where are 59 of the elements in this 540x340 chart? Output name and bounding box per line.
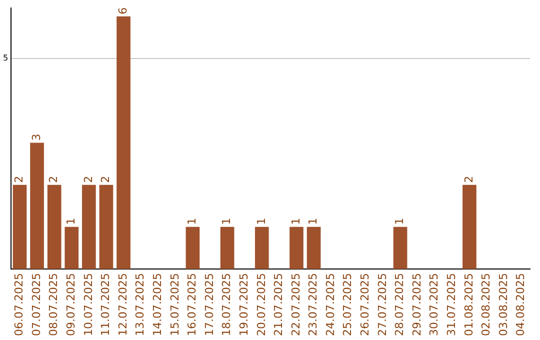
data-label: 1 xyxy=(393,218,406,225)
x-tick-label: 11.07.2025 xyxy=(99,273,112,336)
x-tick-label: 22.07.2025 xyxy=(289,273,302,336)
data-label: 1 xyxy=(306,218,320,225)
x-tick-label: 24.07.2025 xyxy=(324,273,337,336)
y-tick-label: 5 xyxy=(2,54,8,63)
data-label: 1 xyxy=(254,218,268,225)
x-tick-label: 14.07.2025 xyxy=(150,273,164,336)
data-label: 1 xyxy=(64,218,78,225)
data-label: 2 xyxy=(12,176,26,183)
x-tick-label: 27.07.2025 xyxy=(376,273,389,336)
bar xyxy=(82,184,96,270)
x-tick-label: 30.07.2025 xyxy=(428,273,441,336)
bar xyxy=(116,16,130,270)
bar xyxy=(393,226,408,270)
bar xyxy=(30,142,44,270)
x-tick-label: 13.07.2025 xyxy=(134,273,147,336)
data-label: 1 xyxy=(289,218,302,225)
x-tick-label: 18.07.2025 xyxy=(220,273,234,336)
bar xyxy=(186,226,200,270)
x-tick-label: 19.07.2025 xyxy=(237,273,250,336)
x-tick-label: 23.07.2025 xyxy=(306,273,320,336)
x-tick-label: 16.07.2025 xyxy=(186,273,199,336)
x-tick-label: 17.07.2025 xyxy=(202,273,216,336)
x-tick-label: 26.07.2025 xyxy=(358,273,372,336)
x-tick-label: 15.07.2025 xyxy=(168,273,182,336)
bar xyxy=(99,184,114,270)
data-label: 2 xyxy=(99,176,112,183)
bar xyxy=(290,226,304,270)
data-label: 2 xyxy=(462,176,476,183)
x-tick-label: 20.07.2025 xyxy=(254,273,268,336)
data-label: 3 xyxy=(30,134,43,141)
data-label: 1 xyxy=(220,218,234,225)
x-tick-label: 04.08.2025 xyxy=(514,273,528,336)
bar xyxy=(254,226,269,270)
data-label: 6 xyxy=(116,7,130,14)
bar xyxy=(64,226,79,270)
x-tick-label: 07.07.2025 xyxy=(30,273,43,336)
x-tick-label: 03.08.2025 xyxy=(496,273,510,336)
x-tick-label: 02.08.2025 xyxy=(480,273,493,336)
bar xyxy=(462,184,476,270)
x-tick-label: 29.07.2025 xyxy=(410,273,424,336)
bar xyxy=(306,226,321,270)
x-tick-label: 12.07.2025 xyxy=(116,273,130,336)
x-tick-label: 06.07.2025 xyxy=(12,273,26,336)
bar xyxy=(12,184,27,270)
x-tick-label: 31.07.2025 xyxy=(445,273,458,336)
data-label: 1 xyxy=(186,218,199,225)
x-tick-label: 10.07.2025 xyxy=(82,273,95,336)
x-tick-label: 28.07.2025 xyxy=(393,273,406,336)
x-tick-label: 08.07.2025 xyxy=(47,273,60,336)
bar xyxy=(47,184,62,270)
x-tick-label: 01.08.2025 xyxy=(462,273,476,336)
x-tick-label: 25.07.2025 xyxy=(341,273,354,336)
data-label: 2 xyxy=(47,176,60,183)
bar xyxy=(220,226,234,270)
x-tick-label: 21.07.2025 xyxy=(272,273,286,336)
data-label: 2 xyxy=(82,176,95,183)
x-tick-label: 09.07.2025 xyxy=(64,273,78,336)
